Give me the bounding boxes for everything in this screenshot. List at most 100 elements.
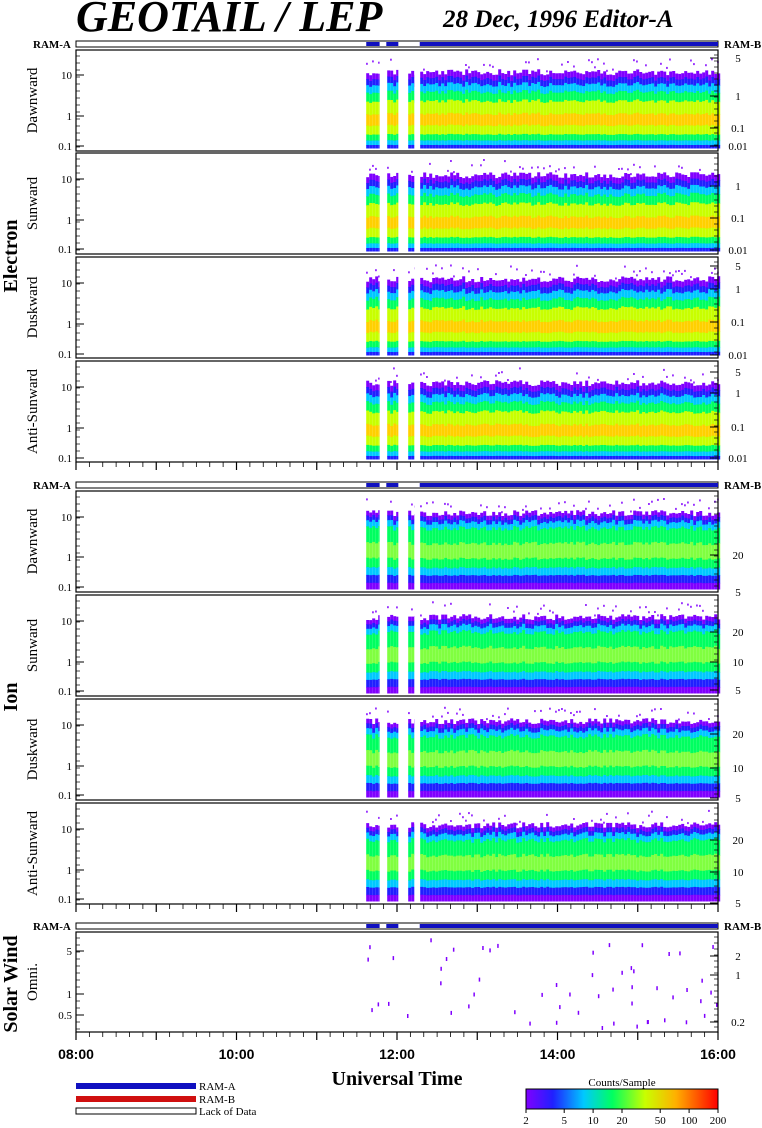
panel-frame	[75, 256, 719, 359]
right-tick-label: 0.1	[731, 317, 745, 329]
group-label-electron: Electron	[0, 220, 22, 293]
panel-label: Anti-Sunward	[25, 811, 41, 896]
left-tick-label: 1	[67, 761, 73, 773]
left-tick-label: 0.5	[58, 1010, 72, 1022]
right-tick-label: 5	[735, 587, 741, 599]
right-tick-label: 0.01	[728, 453, 747, 465]
panel-label: Sunward	[25, 618, 41, 672]
right-tick-label: 20	[733, 729, 745, 741]
panel-frame	[75, 931, 719, 1033]
left-tick-label: 0.1	[58, 894, 72, 906]
panel-label: Dawnward	[25, 67, 41, 133]
right-tick-label: 1	[735, 388, 741, 400]
legend-swatch-lack-of-data	[75, 1107, 197, 1115]
left-tick-label: 1	[67, 657, 73, 669]
legend-swatch-ram-b	[76, 1096, 196, 1102]
right-tick-label: 0.01	[728, 245, 747, 257]
ram-a-segment	[419, 483, 718, 487]
right-tick-label: 5	[735, 53, 741, 65]
right-tick-label: 1	[735, 91, 741, 103]
right-tick-label: 20	[733, 627, 745, 639]
date-editor-label: 28 Dec, 1996 Editor-A	[442, 6, 674, 33]
right-tick-label: 20	[733, 835, 745, 847]
ram-a-segment	[366, 42, 380, 46]
panel-label: Omni.	[25, 963, 41, 1001]
left-tick-label: 10	[61, 382, 73, 394]
left-tick-label: 1	[67, 989, 73, 1001]
panel-frame	[75, 594, 719, 697]
left-tick-label: 10	[61, 512, 73, 524]
panel-frame	[75, 698, 719, 801]
panel-electron-sunward: 10 1 0.1 1 0.1 0.01 Sunward	[25, 152, 748, 257]
colorbar-tick-label: 200	[710, 1115, 727, 1127]
right-tick-label: 5	[735, 898, 741, 910]
left-tick-label: 0.1	[58, 349, 72, 361]
colorbar-tick-label: 5	[561, 1115, 567, 1127]
ram-a-segment	[386, 924, 399, 928]
right-tick-label: 5	[735, 685, 741, 697]
ram-b-label-solar-wind: RAM-B	[724, 921, 762, 933]
left-tick-label: 10	[61, 720, 73, 732]
ram-a-segment	[366, 924, 380, 928]
left-tick-label: 0.1	[58, 141, 72, 153]
left-tick-label: 10	[61, 70, 73, 82]
panel-ion-duskward: 10 1 0.1 20 10 5 Duskward	[25, 698, 745, 805]
colorbar-tick-label: 100	[681, 1115, 698, 1127]
colorbar-title: Counts/Sample	[588, 1077, 655, 1089]
panel-label: Duskward	[25, 718, 41, 780]
right-tick-label: 1	[735, 181, 741, 193]
panel-label: Duskward	[25, 276, 41, 338]
right-tick-label: 0.01	[728, 141, 747, 153]
left-tick-label: 0.1	[58, 686, 72, 698]
panel-frame	[75, 49, 719, 152]
panel-frame	[75, 490, 719, 593]
x-tick-label: 08:00	[58, 1046, 94, 1062]
figure-title: GEOTAIL / LEP	[76, 0, 384, 41]
panel-electron-dawnward: 10 1 0.1 5 1 0.1 0.01 Dawnward	[25, 49, 748, 153]
colorbar-gradient	[525, 1088, 719, 1110]
ram-b-label-ion: RAM-B	[724, 480, 762, 492]
panel-frame	[75, 152, 719, 255]
right-tick-label: 10	[733, 867, 745, 879]
panel-ion-anti-sunward: 10 1 0.1 20 10 5 Anti-Sunward	[25, 802, 745, 910]
left-tick-label: 1	[67, 215, 73, 227]
time-tick-strip	[75, 1031, 719, 1040]
right-tick-label: 0.1	[731, 422, 745, 434]
panel-label: Dawnward	[25, 508, 41, 574]
ram-b-label-electron: RAM-B	[724, 39, 762, 51]
colorbar-ticks: 2 5 10 20 50 100 200	[523, 1109, 727, 1127]
left-tick-label: 10	[61, 278, 73, 290]
time-tick-strip	[75, 903, 719, 912]
panel-ion-sunward: 10 1 0.1 20 10 5 Sunward	[25, 594, 745, 698]
right-tick-label: 0.1	[731, 213, 745, 225]
left-tick-label: 1	[67, 423, 73, 435]
x-tick-label: 12:00	[379, 1046, 415, 1062]
ram-a-segment	[386, 42, 399, 46]
right-tick-label: 5	[735, 367, 741, 379]
spectrogram-panels: 10 1 0.1 5 1 0.1 0.01 Dawnward 10 1 0.1 1 0.1 0.01 Sun…	[25, 49, 748, 1040]
ram-a-segment	[419, 42, 718, 46]
colorbar-tick-label: 2	[523, 1115, 529, 1127]
ram-a-segment	[366, 483, 380, 487]
right-tick-label: 20	[733, 550, 745, 562]
left-tick-label: 10	[61, 824, 73, 836]
left-tick-label: 1	[67, 865, 73, 877]
ram-a-segment	[386, 483, 399, 487]
legend-swatch-ram-a	[76, 1083, 196, 1089]
right-tick-label: 1	[735, 284, 741, 296]
left-tick-label: 10	[61, 174, 73, 186]
group-label-solar-wind: Solar Wind	[0, 935, 22, 1032]
colorbar-tick-label: 50	[655, 1115, 667, 1127]
left-tick-label: 0.1	[58, 453, 72, 465]
left-tick-label: 1	[67, 319, 73, 331]
ram-a-label-electron: RAM-A	[33, 39, 71, 51]
group-label-ion: Ion	[0, 683, 22, 712]
legend: RAM-A RAM-B Lack of Data	[75, 1081, 257, 1118]
x-tick-label: 10:00	[219, 1046, 255, 1062]
right-tick-label: 0.01	[728, 350, 747, 362]
left-tick-label: 10	[61, 616, 73, 628]
ram-a-label-ion: RAM-A	[33, 480, 71, 492]
legend-label-ram-a: RAM-A	[199, 1081, 236, 1093]
colorbar-tick-label: 20	[617, 1115, 629, 1127]
